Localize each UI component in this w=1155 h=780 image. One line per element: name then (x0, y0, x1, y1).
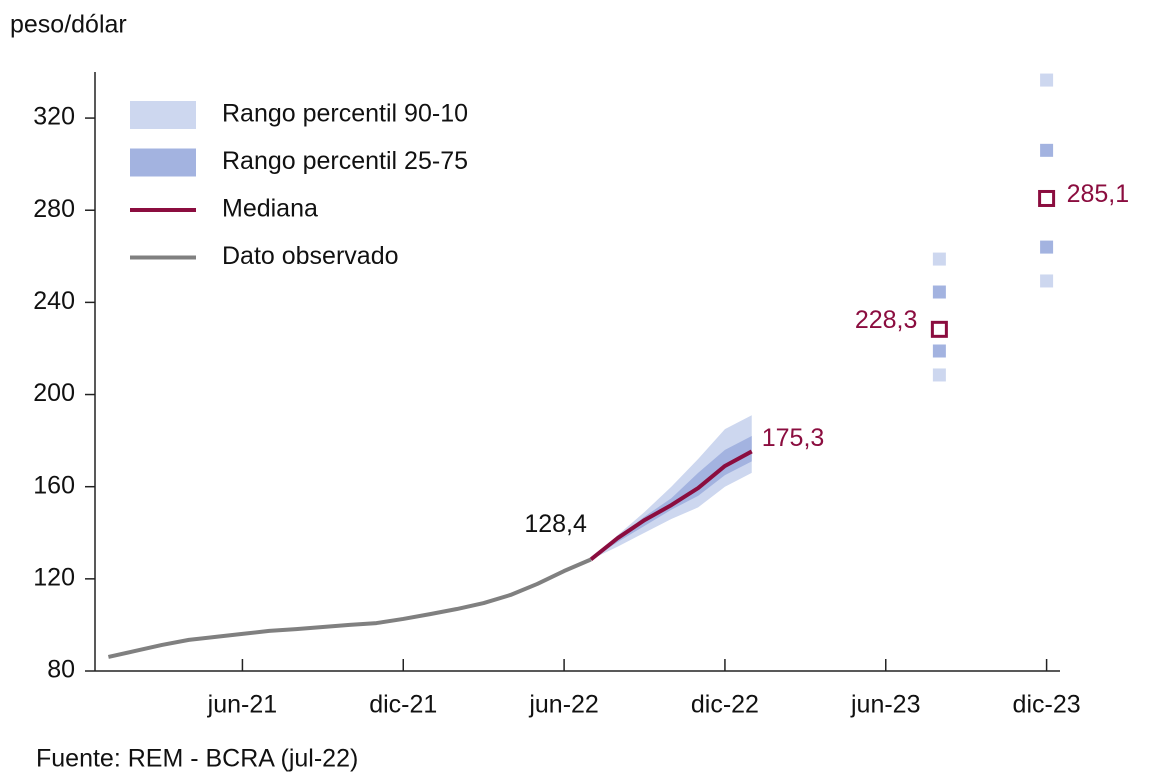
legend-swatch (130, 101, 196, 129)
data-label: 285,1 (1067, 180, 1130, 208)
y-tick-label: 160 (33, 471, 75, 499)
band-point (932, 344, 946, 358)
band-point (1040, 143, 1054, 157)
legend-label: Rango percentil 90-10 (222, 100, 468, 128)
source: Fuente: REM - BCRA (jul-22) (36, 745, 358, 773)
x-tick-label: jun-21 (207, 691, 278, 719)
median-point (930, 320, 948, 338)
y-axis-title: peso/dólar (10, 11, 127, 39)
y-tick-label: 240 (33, 287, 75, 315)
x-tick-label: jun-22 (528, 691, 599, 719)
data-label: 128,4 (524, 510, 587, 538)
band-point (932, 368, 946, 382)
legend-label: Mediana (222, 195, 318, 223)
band-point (1040, 240, 1054, 254)
x-tick-label: dic-21 (369, 691, 437, 719)
x-tick-label: dic-23 (1013, 691, 1081, 719)
data-label: 228,3 (855, 306, 918, 334)
band-point (932, 285, 946, 299)
y-tick-label: 200 (33, 379, 75, 407)
legend-label: Dato observado (222, 242, 399, 270)
y-tick-label: 80 (47, 656, 75, 684)
legend-swatch (130, 148, 196, 177)
legend-label: Rango percentil 25-75 (222, 147, 468, 175)
line (589, 449, 753, 562)
x-tick-label: dic-22 (691, 691, 759, 719)
band-point (932, 252, 946, 266)
x-tick-label: jun-23 (850, 691, 921, 719)
y-tick-label: 120 (33, 563, 75, 591)
median-point (1038, 189, 1056, 207)
line (107, 557, 592, 659)
band-point (1040, 73, 1054, 87)
band-area (590, 415, 752, 560)
y-tick-label: 280 (33, 195, 75, 223)
y-tick-label: 320 (33, 103, 75, 131)
band-point (1040, 274, 1054, 288)
data-label: 175,3 (762, 424, 825, 452)
